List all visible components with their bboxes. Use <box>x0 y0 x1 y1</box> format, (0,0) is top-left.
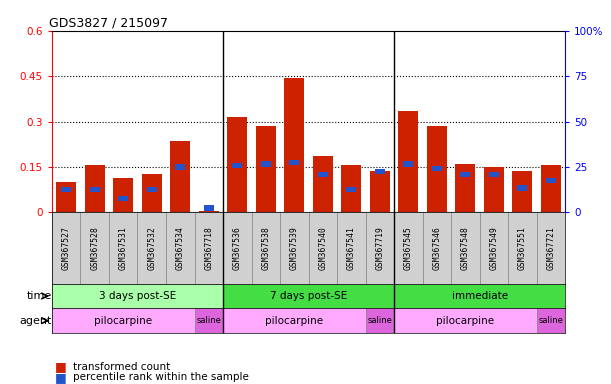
Text: pilocarpine: pilocarpine <box>436 316 494 326</box>
Bar <box>61 187 71 192</box>
Text: GSM367549: GSM367549 <box>489 226 499 270</box>
Bar <box>261 161 271 167</box>
Text: ■: ■ <box>55 371 67 384</box>
Bar <box>461 172 470 177</box>
Bar <box>52 284 223 308</box>
Text: GSM367540: GSM367540 <box>318 226 327 270</box>
Bar <box>398 111 419 212</box>
Text: pilocarpine: pilocarpine <box>265 316 323 326</box>
Text: pilocarpine: pilocarpine <box>94 316 152 326</box>
Bar <box>346 187 356 192</box>
Bar <box>223 308 365 333</box>
Bar <box>423 212 451 284</box>
Text: GSM367536: GSM367536 <box>233 226 242 270</box>
Bar <box>119 196 128 202</box>
Bar <box>227 117 247 212</box>
Bar <box>518 185 527 191</box>
Bar <box>375 169 385 174</box>
Bar <box>137 212 166 284</box>
Text: GSM367532: GSM367532 <box>147 226 156 270</box>
Bar <box>480 212 508 284</box>
Text: 7 days post-SE: 7 days post-SE <box>270 291 347 301</box>
Bar <box>252 212 280 284</box>
Bar <box>85 166 104 212</box>
Bar <box>256 126 276 212</box>
Bar <box>365 308 394 333</box>
Text: GSM367718: GSM367718 <box>204 226 213 270</box>
Text: GSM367528: GSM367528 <box>90 226 99 270</box>
Bar <box>342 166 361 212</box>
Bar <box>56 182 76 212</box>
Bar <box>52 308 194 333</box>
Text: 3 days post-SE: 3 days post-SE <box>99 291 176 301</box>
Bar <box>427 126 447 212</box>
Text: GSM367719: GSM367719 <box>375 226 384 270</box>
Text: ■: ■ <box>55 360 67 373</box>
Text: percentile rank within the sample: percentile rank within the sample <box>73 372 249 382</box>
Bar <box>113 177 133 212</box>
Bar <box>204 205 214 210</box>
Bar <box>194 212 223 284</box>
Bar <box>508 212 536 284</box>
Bar <box>451 212 480 284</box>
Bar <box>223 284 394 308</box>
Bar <box>541 166 561 212</box>
Bar <box>455 164 475 212</box>
Bar <box>365 212 394 284</box>
Bar <box>280 212 309 284</box>
Text: agent: agent <box>20 316 52 326</box>
Bar <box>394 284 565 308</box>
Bar <box>52 212 81 284</box>
Bar <box>513 172 532 212</box>
Text: GSM367551: GSM367551 <box>518 226 527 270</box>
Text: immediate: immediate <box>452 291 508 301</box>
Bar <box>403 161 413 167</box>
Text: time: time <box>27 291 52 301</box>
Text: GSM367534: GSM367534 <box>176 226 185 270</box>
Bar <box>284 78 304 212</box>
Bar <box>318 172 327 177</box>
Bar <box>90 187 100 192</box>
Bar <box>142 174 162 212</box>
Bar <box>337 212 365 284</box>
Text: GSM367541: GSM367541 <box>347 226 356 270</box>
Bar <box>313 156 333 212</box>
Text: GSM367531: GSM367531 <box>119 226 128 270</box>
Bar <box>199 211 219 212</box>
Bar <box>536 212 565 284</box>
Bar <box>232 163 242 168</box>
Bar <box>147 187 156 192</box>
Bar <box>290 160 299 165</box>
Text: GSM367721: GSM367721 <box>546 226 555 270</box>
Bar <box>432 166 442 171</box>
Text: GSM367538: GSM367538 <box>262 226 270 270</box>
Text: GSM367539: GSM367539 <box>290 226 299 270</box>
Bar <box>394 212 423 284</box>
Bar <box>109 212 137 284</box>
Text: GDS3827 / 215097: GDS3827 / 215097 <box>49 17 169 30</box>
Text: GSM367527: GSM367527 <box>62 226 71 270</box>
Bar <box>489 172 499 177</box>
Bar <box>536 308 565 333</box>
Bar <box>546 178 556 183</box>
Text: saline: saline <box>196 316 221 325</box>
Bar <box>309 212 337 284</box>
Text: saline: saline <box>367 316 392 325</box>
Bar <box>81 212 109 284</box>
Text: transformed count: transformed count <box>73 362 170 372</box>
Bar <box>370 172 390 212</box>
Text: GSM367546: GSM367546 <box>433 226 441 270</box>
Bar <box>223 212 252 284</box>
Bar <box>175 164 185 170</box>
Bar <box>194 308 223 333</box>
Text: saline: saline <box>538 316 563 325</box>
Bar <box>394 308 536 333</box>
Bar <box>170 141 190 212</box>
Text: GSM367548: GSM367548 <box>461 226 470 270</box>
Bar <box>166 212 194 284</box>
Bar <box>484 167 504 212</box>
Text: GSM367545: GSM367545 <box>404 226 413 270</box>
